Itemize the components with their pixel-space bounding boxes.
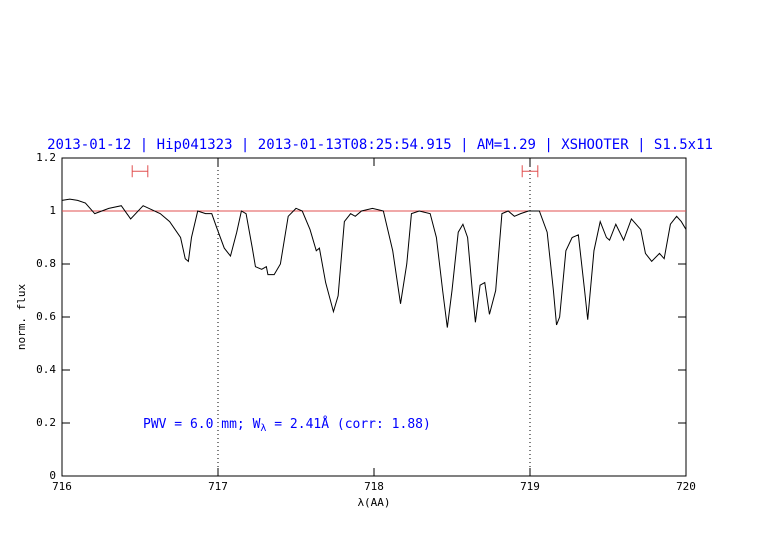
y-axis-label: norm. flux (15, 284, 28, 351)
annotation-part: PWV = 6.0 mm; W (143, 417, 261, 432)
spectrum-line (61, 198, 687, 328)
x-tick-label: 718 (364, 480, 384, 493)
y-tick-label: 0 (49, 469, 56, 482)
chart-title: 2013-01-12 | Hip041323 | 2013-01-13T08:2… (47, 137, 713, 153)
y-tick-label: 0.8 (36, 257, 56, 270)
annotation: PWV = 6.0 mm; Wλ = 2.41Å (corr: 1.88) (143, 416, 431, 435)
x-tick-label: 719 (520, 480, 540, 493)
y-tick-label: 0.2 (36, 416, 56, 429)
annotation-part: = 2.41Å (corr: 1.88) (266, 416, 430, 432)
y-tick-label: 1.2 (36, 151, 56, 164)
y-tick-label: 1 (49, 204, 56, 217)
y-tick-label: 0.6 (36, 310, 56, 323)
x-tick-label: 716 (52, 480, 72, 493)
y-tick-label: 0.4 (36, 363, 56, 376)
x-tick-label: 720 (676, 480, 696, 493)
annotation-sub: λ (260, 423, 266, 434)
x-axis-label: λ(AA) (357, 496, 390, 509)
x-tick-label: 717 (208, 480, 228, 493)
